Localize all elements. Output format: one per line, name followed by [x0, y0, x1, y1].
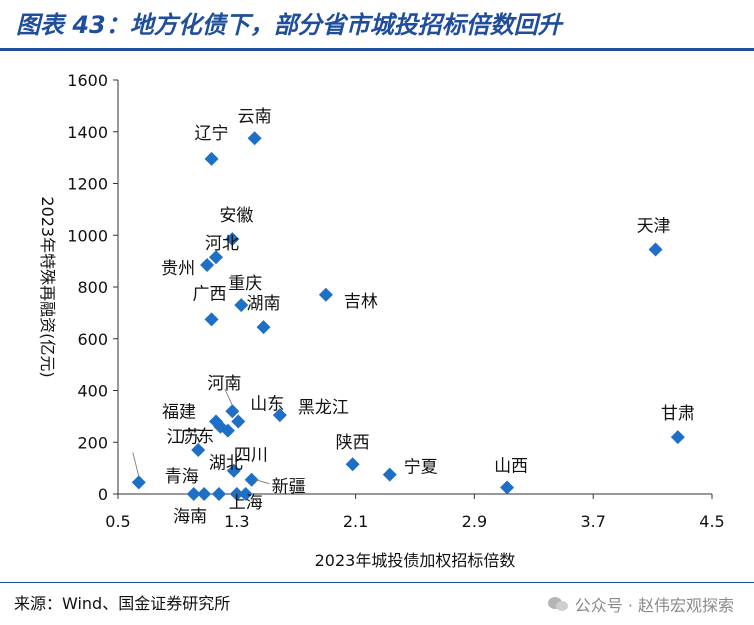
point-label: 黑龙江 — [298, 398, 349, 418]
marks-layer — [131, 131, 685, 501]
y-tick-label: 1000 — [67, 226, 108, 245]
data-point — [670, 430, 685, 445]
wechat-icon — [547, 597, 568, 611]
point-label: 青海 — [165, 467, 199, 487]
chart-title: 图表 43：地方化债下，部分省市城投招标倍数回升 — [16, 11, 562, 39]
y-tick-label: 0 — [98, 485, 108, 504]
data-point — [186, 487, 201, 501]
point-label: 安徽 — [219, 206, 253, 226]
data-point — [256, 320, 271, 335]
point-label: 河南 — [207, 374, 241, 394]
data-point — [197, 487, 212, 501]
point-label: 山东 — [250, 395, 284, 415]
source-note: 来源：Wind、国金证券研究所 — [14, 594, 231, 613]
leader-line — [255, 479, 270, 485]
data-point — [225, 232, 240, 247]
point-label: 新疆 — [272, 477, 306, 497]
point-label: 吉林 — [344, 292, 378, 312]
data-point — [238, 487, 253, 501]
leader-line — [224, 388, 233, 406]
data-point — [247, 131, 262, 146]
x-tick-label: 1.3 — [224, 512, 249, 531]
data-point — [272, 408, 287, 423]
data-point — [204, 151, 219, 166]
data-point — [200, 258, 215, 273]
data-point — [209, 250, 224, 265]
point-label: 湖北 — [209, 454, 243, 474]
y-tick-label: 200 — [77, 433, 108, 452]
data-point — [191, 443, 206, 458]
axes-layer: 0 200 400 600 800 1000 1200 1400 1600 0.5 1.3 2.1 2.… — [38, 71, 725, 570]
point-label: 山西 — [494, 457, 528, 477]
title-rule — [0, 48, 754, 51]
point-label: 天津 — [637, 216, 671, 236]
point-label: 四川 — [234, 446, 268, 466]
footer-rule — [0, 582, 754, 583]
data-point — [220, 423, 235, 438]
point-label: 广东 — [180, 427, 214, 447]
point-label: 陕西 — [336, 433, 370, 453]
data-point — [225, 404, 240, 419]
data-point — [231, 414, 246, 429]
point-label: 广西 — [193, 284, 227, 304]
data-point — [226, 463, 241, 478]
data-point — [500, 480, 515, 495]
x-tick-label: 0.5 — [105, 512, 130, 531]
y-tick-label: 800 — [77, 278, 108, 297]
point-label: 贵州 — [161, 259, 195, 279]
data-point — [318, 287, 333, 302]
watermark-text: 公众号 · 赵伟宏观探索 — [574, 596, 734, 615]
data-point — [131, 475, 146, 490]
y-tick-label: 1600 — [67, 71, 108, 90]
scatter-chart: 0 200 400 600 800 1000 1200 1400 1600 0.5 1.3 2.1 2.… — [38, 71, 725, 570]
data-point — [229, 487, 244, 501]
point-label: 江苏 — [166, 428, 200, 448]
point-label: 上海 — [229, 493, 263, 513]
data-point — [345, 457, 360, 472]
point-label: 海南 — [173, 507, 207, 527]
point-label: 宁夏 — [404, 458, 438, 478]
data-point — [648, 242, 663, 257]
point-label: 河北 — [205, 234, 239, 254]
x-tick-label: 3.7 — [580, 512, 605, 531]
y-axis-title: 2023年特殊再融资(亿元) — [38, 196, 57, 377]
y-tick-label: 1200 — [67, 175, 108, 194]
point-label: 湖南 — [247, 294, 281, 314]
data-point — [234, 298, 249, 313]
data-point — [244, 472, 259, 487]
leader-line — [132, 452, 140, 477]
x-tick-label: 4.5 — [699, 512, 724, 531]
point-label: 云南 — [238, 107, 272, 127]
watermark: 公众号 · 赵伟宏观探索 — [547, 592, 734, 616]
data-point — [382, 467, 397, 482]
y-tick-label: 600 — [77, 330, 108, 349]
point-label: 甘肃 — [661, 404, 695, 424]
x-tick-label: 2.9 — [462, 512, 487, 531]
point-label: 重庆 — [228, 274, 262, 294]
y-tick-label: 1400 — [67, 123, 108, 142]
data-point — [204, 312, 219, 327]
y-tick-label: 400 — [77, 382, 108, 401]
point-label: 福建 — [162, 403, 196, 423]
x-axis-title: 2023年城投债加权招标倍数 — [315, 551, 516, 570]
data-point — [211, 487, 226, 501]
point-label: 辽宁 — [195, 124, 229, 144]
x-tick-label: 2.1 — [343, 512, 368, 531]
